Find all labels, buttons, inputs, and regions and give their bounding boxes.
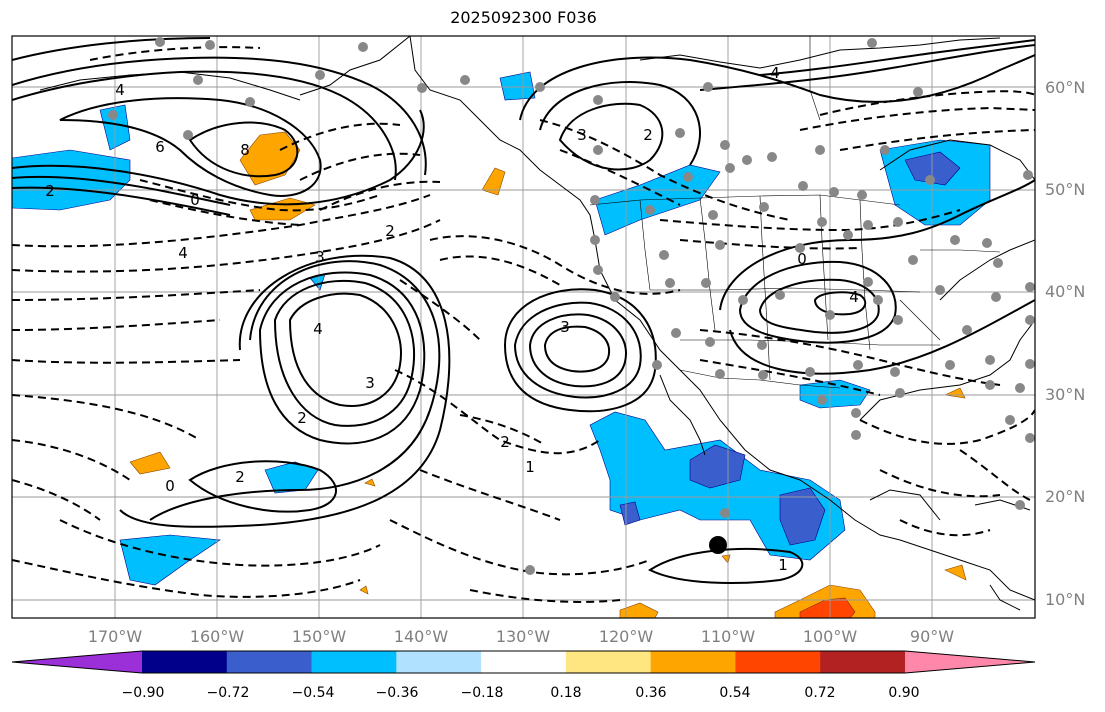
contour-label: 2 <box>235 468 245 486</box>
lon-label: 160°W <box>190 627 245 646</box>
strong-negative-anomaly-shading <box>619 151 961 546</box>
colorbar-tick-label: −0.72 <box>207 685 250 701</box>
colorbar-segment <box>311 651 397 673</box>
lat-label: 20°N <box>1045 487 1085 506</box>
station-markers <box>108 37 1035 575</box>
map-title: 2025092300 F036 <box>450 8 597 27</box>
lon-label: 170°W <box>88 627 143 646</box>
positive-contours <box>12 37 1035 584</box>
colorbar-tick-label: 0.36 <box>635 685 666 701</box>
contour-label: 2 <box>500 433 510 451</box>
contour-label: 1 <box>525 458 535 476</box>
map-frame <box>11 35 1036 619</box>
negative-contours <box>12 46 1035 603</box>
lat-label: 50°N <box>1045 180 1085 199</box>
colorbar-ticks: −0.90 −0.72 −0.54 −0.36 −0.18 0.18 0.36 … <box>122 685 920 701</box>
colorbar-tick-label: −0.54 <box>292 685 335 701</box>
lon-label: 90°W <box>910 627 954 646</box>
contour-label: 3 <box>365 374 375 392</box>
colorbar-segment <box>565 651 652 673</box>
contour-label: 4 <box>115 81 125 99</box>
colorbar-tick-label: 0.54 <box>719 685 750 701</box>
contour-label: 2 <box>385 222 395 240</box>
colorbar-tick-label: −0.36 <box>376 685 419 701</box>
contour-label: 6 <box>155 138 165 156</box>
colorbar-segment <box>820 651 906 673</box>
colorbar-segment <box>226 651 313 673</box>
colorbar-segment <box>735 651 821 673</box>
colorbar-tick-label: −0.18 <box>461 685 504 701</box>
contour-label: 0 <box>190 191 200 209</box>
contour-label: 3 <box>577 126 587 144</box>
colorbar-segment <box>481 651 567 673</box>
contour-labels: 4 6 8 2 3 2 0 4 2 3 4 3 2 1 0 2 4 0 1 2 … <box>45 64 859 574</box>
contour-label: 3 <box>315 248 325 266</box>
colorbar-segment <box>142 651 228 673</box>
contour-label: 2 <box>45 182 55 200</box>
contour-label: 0 <box>797 250 807 268</box>
colorbar-segment <box>396 651 482 673</box>
lon-label: 130°W <box>496 627 551 646</box>
lat-label: 40°N <box>1045 282 1085 301</box>
colorbar-tick-label: 0.90 <box>888 685 919 701</box>
colorbar-extend-high <box>905 651 1035 673</box>
contour-label: 3 <box>560 318 570 336</box>
graticule <box>12 36 1035 618</box>
contour-label: 2 <box>643 126 653 144</box>
lat-label: 10°N <box>1045 590 1085 609</box>
lon-label: 120°W <box>599 627 654 646</box>
colorbar-extend-low <box>12 651 142 673</box>
contour-label: 1 <box>778 556 788 574</box>
coastlines <box>39 36 1035 611</box>
lon-label: 100°W <box>803 627 858 646</box>
colorbar-segments <box>11 650 1036 674</box>
colorbar-segment <box>650 651 736 673</box>
colorbar-outline <box>11 650 1036 674</box>
contour-label: 8 <box>240 141 250 159</box>
latitude-labels: 60°N 50°N 40°N 30°N 20°N 10°N <box>1045 78 1085 609</box>
contour-label: 4 <box>178 244 188 262</box>
colorbar-tick-label: −0.90 <box>122 685 165 701</box>
contour-label: 4 <box>770 64 780 82</box>
contour-label: 4 <box>849 288 859 306</box>
colorbar-tick-label: 0.72 <box>804 685 835 701</box>
lon-label: 110°W <box>701 627 756 646</box>
contour-label: 0 <box>165 477 175 495</box>
longitude-labels: 170°W 160°W 150°W 140°W 130°W 120°W 110°… <box>88 627 954 646</box>
highlight-station-marker <box>709 536 727 554</box>
lon-label: 140°W <box>394 627 449 646</box>
contour-label: 4 <box>313 320 323 338</box>
lon-label: 150°W <box>292 627 347 646</box>
lat-label: 60°N <box>1045 78 1085 97</box>
contour-label: 2 <box>297 409 307 427</box>
lat-label: 30°N <box>1045 385 1085 404</box>
colorbar-tick-label: 0.18 <box>550 685 581 701</box>
